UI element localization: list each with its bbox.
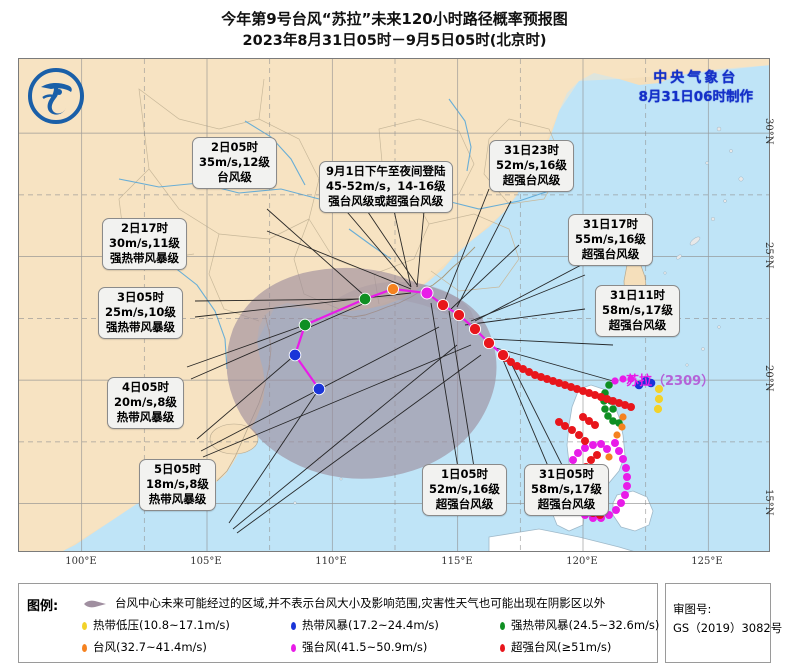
callout-d31-17[interactable]: 31日17时 55m/s,16级 超强台风级	[568, 214, 653, 266]
cma-logo-icon	[28, 68, 84, 124]
callout-d3-05-line-2: 25m/s,10级	[105, 305, 176, 319]
storm-name-text: 苏拉	[626, 374, 653, 389]
lon-tick-120e: 120°E	[566, 556, 598, 567]
callout-d31-05-line-1: 31日05时	[538, 467, 594, 481]
tropical-storm-dot-icon	[291, 619, 302, 633]
legend-label-tropical-depression: 热带低压(10.8~17.1m/s)	[93, 618, 230, 632]
legend-item-typhoon: 台风(32.7~41.4m/s)	[82, 639, 207, 655]
lon-tick-110e: 110°E	[315, 556, 347, 567]
page-title: 今年第9号台风“苏拉”未来120小时路径概率预报图 2023年8月31日05时－…	[0, 8, 789, 52]
callout-d31-17-line-1: 31日17时	[582, 217, 638, 231]
legend-title: 图例:	[27, 599, 59, 614]
callout-d4-05-line-1: 4日05时	[121, 380, 169, 394]
agency-name: 中央气象台	[653, 70, 739, 86]
callout-d4-05[interactable]: 4日05时 20m/s,8级 热带风暴级	[107, 377, 184, 429]
callout-d2-17-line-3: 强热带风暴级	[109, 251, 179, 265]
map-canvas[interactable]: 中央气象台 8月31日06时制作 苏拉（2309） 9月1日下午至夜间登陆 45…	[18, 58, 770, 552]
legend-item-super-typhoon: 超强台风(≥51m/s)	[500, 639, 611, 655]
callout-d2-05-line-2: 35m/s,12级	[199, 155, 270, 169]
callout-d5-05-line-3: 热带风暴级	[148, 492, 207, 506]
callout-d31-17-line-2: 55m/s,16级	[575, 232, 646, 246]
callout-d31-11-line-2: 58m/s,17级	[602, 303, 673, 317]
callout-d1-05-line-3: 超强台风级	[435, 497, 494, 511]
callout-d31-23-line-3: 超强台风级	[502, 173, 561, 187]
callout-d1-05-line-2: 52m/s,16级	[429, 482, 500, 496]
title-line-1: 今年第9号台风“苏拉”未来120小时路径概率预报图	[221, 10, 568, 28]
callout-d2-05-line-3: 台风级	[217, 170, 252, 184]
cone-swatch-icon	[84, 600, 106, 608]
callout-d5-05-line-2: 18m/s,8级	[146, 477, 209, 491]
legend-label-strong-typhoon: 强台风(41.5~50.9m/s)	[302, 640, 428, 654]
agency-stamp: 中央气象台 8月31日06时制作	[639, 69, 753, 107]
map-approval-value: GS（2019）3082号	[673, 621, 783, 635]
callout-d1-05-line-1: 1日05时	[440, 467, 488, 481]
legend-item-severe-tropical-storm: 强热带风暴(24.5~32.6m/s)	[500, 617, 659, 633]
title-line-2: 2023年8月31日05时－9月5日05时(北京时)	[242, 33, 547, 49]
lat-tick-25n: 25°N	[763, 242, 774, 269]
legend-label-typhoon: 台风(32.7~41.4m/s)	[93, 640, 207, 654]
callout-d5-05-line-1: 5日05时	[153, 462, 201, 476]
storm-name-label: 苏拉（2309）	[626, 370, 714, 389]
agency-issued-time: 8月31日06时制作	[638, 89, 753, 105]
callout-d4-05-line-3: 热带风暴级	[116, 410, 175, 424]
legend-label-super-typhoon: 超强台风(≥51m/s)	[511, 640, 612, 654]
legend-item-strong-typhoon: 强台风(41.5~50.9m/s)	[291, 639, 427, 655]
callout-d31-05-line-3: 超强台风级	[537, 497, 596, 511]
callout-d3-05-line-1: 3日05时	[116, 290, 164, 304]
callout-d2-17-line-1: 2日17时	[120, 221, 168, 235]
callout-d31-11-line-3: 超强台风级	[608, 318, 667, 332]
callout-landfall-line-3: 强台风级或超强台风级	[328, 194, 444, 208]
callout-d31-05[interactable]: 31日05时 58m/s,17级 超强台风级	[524, 464, 609, 516]
callout-landfall-line-1: 9月1日下午至夜间登陆	[326, 164, 446, 178]
lon-tick-105e: 105°E	[190, 556, 222, 567]
callout-d31-11[interactable]: 31日11时 58m/s,17级 超强台风级	[595, 285, 680, 337]
callout-d2-17-line-2: 30m/s,11级	[109, 236, 180, 250]
callout-d31-23-line-2: 52m/s,16级	[496, 158, 567, 172]
lon-tick-100e: 100°E	[65, 556, 97, 567]
map-approval-number-panel: 审图号: GS（2019）3082号	[665, 583, 783, 663]
callout-d1-05[interactable]: 1日05时 52m/s,16级 超强台风级	[422, 464, 507, 516]
lon-tick-115e: 115°E	[441, 556, 473, 567]
lat-tick-30n: 30°N	[763, 118, 774, 145]
callout-d3-05-line-3: 强热带风暴级	[105, 320, 175, 334]
callout-landfall[interactable]: 9月1日下午至夜间登陆 45-52m/s，14-16级 强台风级或超强台风级	[319, 161, 453, 213]
callout-d2-05-line-1: 2日05时	[210, 140, 258, 154]
callout-landfall-line-2: 45-52m/s，14-16级	[326, 179, 446, 193]
map-approval-label: 审图号:	[673, 602, 712, 616]
super-typhoon-dot-icon	[500, 641, 511, 655]
legend-item-tropical-storm: 热带风暴(17.2~24.4m/s)	[291, 617, 439, 633]
legend-panel: 图例: 台风中心未来可能经过的区域,并不表示台风大小及影响范围,灾害性天气也可能…	[18, 583, 659, 663]
typhoon-dot-icon	[82, 641, 93, 655]
storm-number-text: （2309）	[652, 374, 715, 389]
lat-tick-20n: 20°N	[763, 365, 774, 392]
callout-d31-05-line-2: 58m/s,17级	[531, 482, 602, 496]
legend-label-tropical-storm: 热带风暴(17.2~24.4m/s)	[302, 618, 439, 632]
callout-d31-17-line-3: 超强台风级	[581, 247, 640, 261]
legend-label-severe-tropical-storm: 强热带风暴(24.5~32.6m/s)	[511, 618, 660, 632]
callout-d5-05[interactable]: 5日05时 18m/s,8级 热带风暴级	[139, 459, 216, 511]
strong-typhoon-dot-icon	[291, 641, 302, 655]
callout-d31-23[interactable]: 31日23时 52m/s,16级 超强台风级	[489, 140, 574, 192]
callout-d2-17[interactable]: 2日17时 30m/s,11级 强热带风暴级	[102, 218, 187, 270]
lat-tick-15n: 15°N	[763, 489, 774, 516]
callout-d4-05-line-2: 20m/s,8级	[114, 395, 177, 409]
lon-tick-125e: 125°E	[691, 556, 723, 567]
severe-tropical-storm-dot-icon	[500, 619, 511, 633]
tropical-depression-dot-icon	[82, 619, 93, 633]
legend-item-tropical-depression: 热带低压(10.8~17.1m/s)	[82, 617, 230, 633]
legend-cone-description: 台风中心未来可能经过的区域,并不表示台风大小及影响范围,灾害性天气也可能出现在阴…	[115, 596, 606, 610]
callout-d31-23-line-1: 31日23时	[503, 143, 559, 157]
callout-d2-05[interactable]: 2日05时 35m/s,12级 台风级	[192, 137, 277, 189]
callout-d31-11-line-1: 31日11时	[609, 288, 665, 302]
callout-d3-05[interactable]: 3日05时 25m/s,10级 强热带风暴级	[98, 287, 183, 339]
